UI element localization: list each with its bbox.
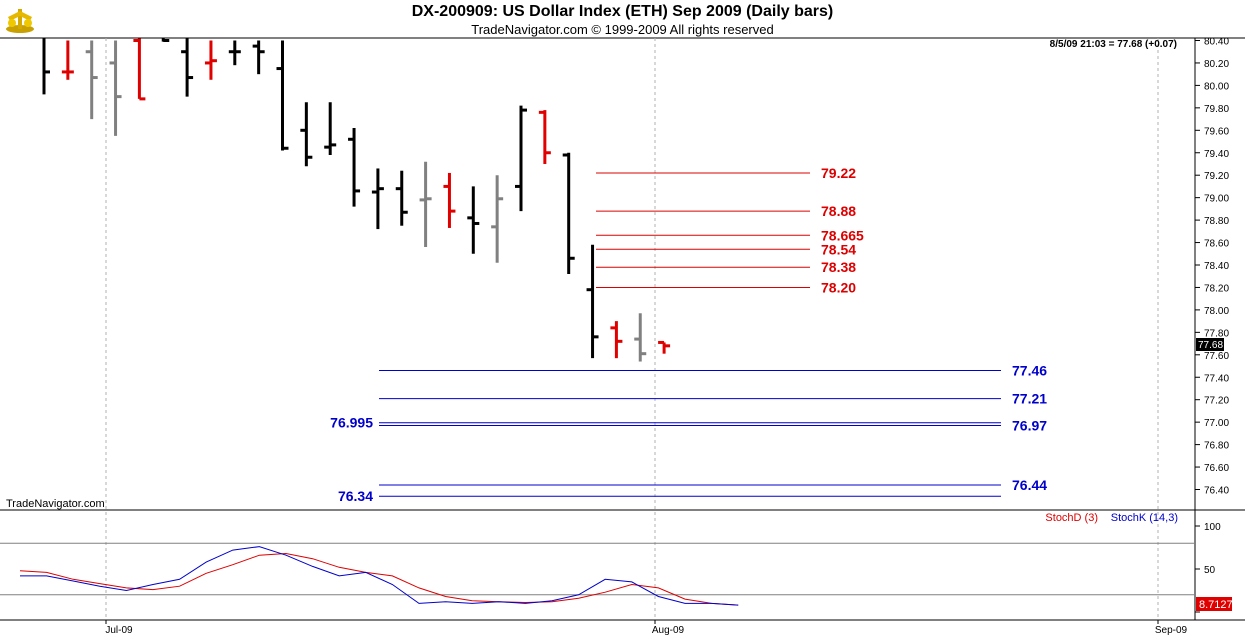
price-bar xyxy=(658,340,671,354)
y-tick-label: 80.20 xyxy=(1204,59,1229,70)
y-tick-label: 77.00 xyxy=(1204,418,1229,429)
price-axis: 80.40 80.20 80.00 79.80 79.60 79.40 79.20 79.00… xyxy=(1195,37,1229,497)
y-tick-label: 79.20 xyxy=(1204,171,1229,182)
price-bar xyxy=(228,40,241,66)
indicator-reference-lines xyxy=(0,542,1195,596)
price-bars xyxy=(42,38,671,362)
price-bar xyxy=(85,40,98,120)
resistance-label: 78.665 xyxy=(821,227,864,243)
y-tick-label: 78.20 xyxy=(1204,283,1229,294)
copyright-subtitle: TradeNavigator.com © 1999-2009 All right… xyxy=(471,22,774,37)
y-tick-label: 77.80 xyxy=(1204,328,1229,339)
price-bar xyxy=(586,244,599,359)
y-tick-label: 76.40 xyxy=(1204,486,1229,497)
price-bar xyxy=(42,38,50,95)
price-bar xyxy=(348,128,361,207)
price-bar xyxy=(133,38,146,101)
y-tick-label: 77.60 xyxy=(1204,351,1229,362)
price-bar xyxy=(467,186,480,254)
price-bar xyxy=(371,168,384,230)
support-label: 77.21 xyxy=(1012,391,1047,407)
y-tick-label: 78.40 xyxy=(1204,261,1229,272)
indicator-value-badge-bg xyxy=(1196,597,1232,611)
y-tick-label: 76.60 xyxy=(1204,463,1229,474)
y-tick-label: 79.40 xyxy=(1204,149,1229,160)
y-tick-label: 79.60 xyxy=(1204,126,1229,137)
price-bar xyxy=(276,40,289,151)
stochd-line xyxy=(19,552,739,606)
price-bar xyxy=(324,102,337,155)
month-gridlines xyxy=(105,38,1159,620)
price-bar xyxy=(395,170,408,226)
watermark-text: TradeNavigator.com xyxy=(6,498,105,510)
resistance-label: 78.54 xyxy=(821,241,856,257)
x-tick-label: Jul-09 xyxy=(105,625,133,636)
y-tick-label: 76.80 xyxy=(1204,441,1229,452)
resistance-label: 79.22 xyxy=(821,165,856,181)
ind-tick-label: 50 xyxy=(1204,565,1216,576)
support-label: 76.34 xyxy=(338,488,373,504)
price-bar xyxy=(181,38,194,97)
y-tick-label: 78.80 xyxy=(1204,216,1229,227)
y-tick-label: 79.80 xyxy=(1204,104,1229,115)
price-bar xyxy=(610,321,623,359)
x-tick-label: Sep-09 xyxy=(1155,625,1188,636)
legend-stochk: StochK (14,3) xyxy=(1111,512,1178,524)
y-tick-label: 80.40 xyxy=(1204,37,1229,48)
y-tick-label: 77.40 xyxy=(1204,373,1229,384)
price-bar xyxy=(300,102,313,167)
stochk-line xyxy=(20,546,739,606)
last-price-badge-bg xyxy=(1196,338,1224,351)
price-bar xyxy=(443,172,456,228)
resistance-label: 78.88 xyxy=(821,203,856,219)
resistance-label: 78.20 xyxy=(821,279,856,295)
last-price-badge: 77.68 xyxy=(1198,340,1223,351)
y-tick-label: 80.00 xyxy=(1204,81,1229,92)
support-label: 76.97 xyxy=(1012,418,1047,434)
indicator-axis: 100 50 xyxy=(1195,522,1221,613)
stochastic-lines xyxy=(19,546,739,606)
price-bar xyxy=(204,40,217,80)
support-label: 76.44 xyxy=(1012,477,1047,493)
trade-navigator-logo-icon xyxy=(6,9,34,33)
price-bar xyxy=(634,313,647,362)
price-bar xyxy=(515,105,527,212)
resistance-label: 78.38 xyxy=(821,259,856,275)
price-bar xyxy=(538,110,551,164)
y-tick-label: 78.00 xyxy=(1204,306,1229,317)
date-axis: Jul-09 Aug-09 Sep-09 xyxy=(105,620,1188,636)
price-bar xyxy=(562,152,575,274)
ind-tick-label: 100 xyxy=(1204,522,1221,533)
price-bar xyxy=(109,40,122,136)
price-bar xyxy=(419,161,432,248)
chart-header: DX-200909: US Dollar Index (ETH) Sep 200… xyxy=(0,0,1245,38)
y-tick-label: 77.20 xyxy=(1204,396,1229,407)
support-label: 77.46 xyxy=(1012,363,1047,379)
x-tick-label: Aug-09 xyxy=(652,625,685,636)
indicator-value-badge: 8.7127 xyxy=(1199,599,1233,611)
price-bar xyxy=(161,38,170,42)
chart-title: DX-200909: US Dollar Index (ETH) Sep 200… xyxy=(411,3,834,20)
last-quote-text: 8/5/09 21:03 = 77.68 (+0.07) xyxy=(1050,39,1177,50)
price-bar xyxy=(491,175,504,263)
price-bar xyxy=(61,40,74,80)
y-tick-label: 79.00 xyxy=(1204,194,1229,205)
legend-stochd: StochD (3) xyxy=(1045,512,1098,524)
support-label: 76.995 xyxy=(330,415,373,431)
y-tick-label: 78.60 xyxy=(1204,239,1229,250)
price-bar xyxy=(252,40,265,75)
